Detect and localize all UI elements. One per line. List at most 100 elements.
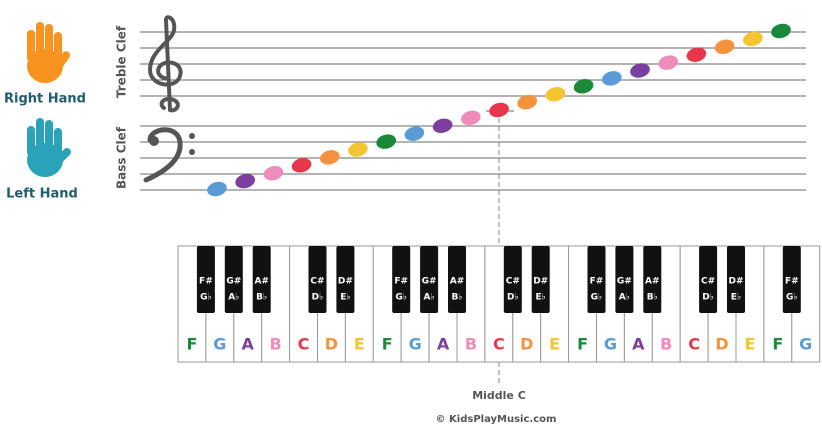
key-letter: C (688, 335, 700, 354)
black-key (782, 246, 801, 313)
note (404, 126, 425, 141)
black-key-sharp: F# (785, 277, 799, 287)
note (517, 94, 538, 110)
note (573, 79, 594, 94)
black-key (615, 246, 634, 313)
bass-clef (143, 127, 195, 183)
note (376, 134, 397, 149)
black-key (336, 246, 355, 313)
key-letter: B (465, 335, 477, 354)
key-letter: E (354, 335, 365, 354)
black-key-sharp: C# (701, 277, 715, 287)
key-letter: A (437, 335, 450, 354)
key-letter: C (298, 335, 310, 354)
staff-lines (140, 31, 806, 191)
key-letter: G (409, 335, 422, 354)
black-key (252, 246, 271, 313)
key-letter: G (213, 335, 226, 354)
black-key (587, 246, 606, 313)
note (263, 165, 284, 181)
key-letter: F (577, 335, 588, 354)
black-key-flat: E♭ (340, 293, 350, 303)
note (658, 55, 679, 70)
note (235, 173, 256, 189)
black-key-sharp: C# (310, 277, 324, 287)
key-letter: A (632, 335, 645, 354)
black-key-flat: B♭ (256, 293, 267, 303)
note (460, 110, 481, 126)
black-key-flat: E♭ (731, 293, 741, 303)
note (630, 63, 650, 78)
black-key-flat: A♭ (423, 293, 434, 303)
black-key-flat: G♭ (786, 293, 798, 303)
note (714, 39, 735, 55)
treble-clef (147, 15, 183, 113)
black-key-sharp: A# (450, 277, 465, 287)
key-letter: F (186, 335, 197, 354)
key-letter: D (325, 335, 338, 354)
key-letter: B (270, 335, 282, 354)
black-key-flat: A♭ (619, 293, 630, 303)
key-letter: D (715, 335, 728, 354)
left-hand-label: Left Hand (6, 187, 78, 202)
black-key-flat: B♭ (451, 293, 462, 303)
black-key-flat: G♭ (395, 293, 407, 303)
black-key-flat: D♭ (507, 293, 519, 303)
key-letter: G (604, 335, 617, 354)
black-key (224, 246, 243, 313)
bass-clef-label: Bass Clef (115, 126, 129, 189)
right-hand-icon (27, 22, 71, 83)
footer: © KidsPlayMusic.com (436, 414, 557, 425)
key-letter: A (242, 335, 255, 354)
note (771, 23, 791, 39)
note (742, 31, 763, 47)
black-key-flat: G♭ (200, 293, 212, 303)
key-letter: B (660, 335, 672, 354)
black-key (727, 246, 745, 313)
keyboard: F G A B C D E F G A B C D E F G A B C D E F GF#G♭G#A♭A#B♭C#D♭D… (177, 245, 821, 363)
key-letter: F (382, 335, 393, 354)
black-key (699, 246, 718, 313)
note (686, 47, 707, 62)
black-key-sharp: A# (254, 277, 269, 287)
key-letter: E (744, 335, 755, 354)
note (489, 102, 509, 118)
black-key-sharp: D# (728, 277, 743, 287)
black-key-flat: E♭ (535, 293, 545, 303)
black-key-sharp: F# (394, 277, 408, 287)
black-key-sharp: F# (590, 277, 604, 287)
key-letter: D (520, 335, 533, 354)
black-key-sharp: C# (506, 277, 520, 287)
black-key-sharp: D# (533, 277, 548, 287)
black-key-sharp: F# (199, 277, 213, 287)
middle-c-label: Middle C (472, 389, 526, 402)
key-letter: G (799, 335, 812, 354)
note (291, 158, 312, 173)
note (545, 86, 566, 102)
key-letter: C (493, 335, 505, 354)
treble-clef-label: Treble Clef (115, 25, 129, 98)
black-key-flat: A♭ (228, 293, 239, 303)
black-key-flat: G♭ (591, 293, 603, 303)
note (207, 181, 227, 197)
black-key (531, 246, 550, 313)
key-letter: E (549, 335, 560, 354)
black-key-sharp: A# (645, 277, 660, 287)
note (601, 71, 622, 86)
note (319, 150, 340, 165)
black-key (448, 246, 466, 313)
black-key (196, 246, 215, 313)
key-letter: F (772, 335, 783, 354)
black-key-sharp: D# (338, 277, 353, 287)
black-key (503, 246, 522, 313)
note (432, 118, 453, 134)
notes (207, 23, 791, 197)
black-key (420, 246, 439, 313)
left-hand-icon (27, 118, 71, 177)
black-key-flat: D♭ (702, 293, 714, 303)
black-key-sharp: G# (422, 277, 437, 287)
black-key-sharp: G# (617, 277, 632, 287)
black-key-flat: B♭ (647, 293, 658, 303)
black-key-sharp: G# (226, 277, 241, 287)
